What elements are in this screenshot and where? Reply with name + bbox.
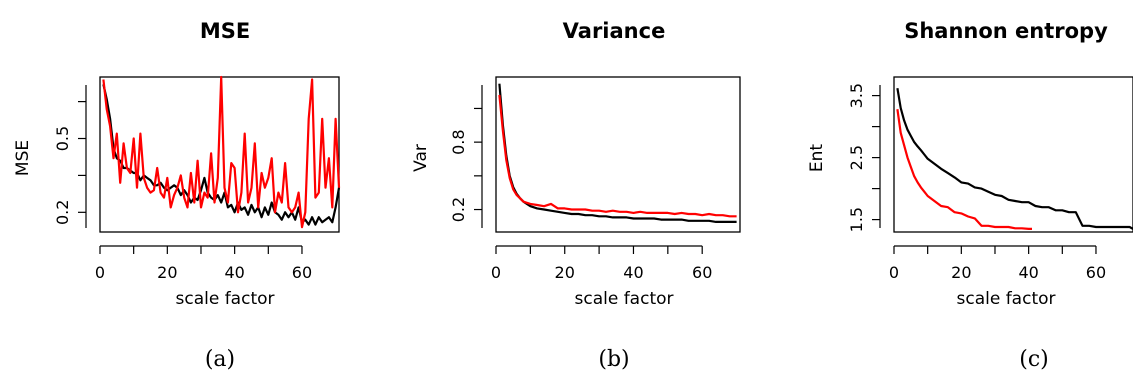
panel-label-a: (a) [205, 347, 235, 372]
x-tick-label: 20 [555, 263, 575, 282]
chart-panel-variance: Variance Var scale factor (b) 0 20 40 60 0.2… [411, 19, 741, 372]
x-tick-label: 0 [889, 263, 899, 282]
chart-title-mse: MSE [200, 19, 250, 43]
chart-title-variance: Variance [563, 19, 666, 43]
y-tick-label: 0.2 [449, 197, 468, 222]
y-axis-label-mse: MSE [13, 140, 33, 176]
x-tick-label: 60 [692, 263, 712, 282]
y-axis-label-entropy: Ent [807, 144, 827, 173]
chart-panel-entropy: Shannon entropy Ent scale factor (c) 0 20… [807, 19, 1133, 372]
plot-area-variance: 0 20 40 60 0.2 0.8 [449, 83, 737, 282]
plot-frame-entropy [893, 76, 1133, 233]
series-line-red [896, 109, 1032, 230]
x-tick-label: 0 [95, 263, 105, 282]
chart-panel-mse: MSE MSE scale factor (a) 0 20 40 60 0.2 0.5 [13, 19, 341, 372]
x-axis-label-variance: scale factor [574, 289, 673, 309]
x-tick-label: 20 [157, 263, 177, 282]
series-line-black [896, 88, 1133, 230]
panel-label-b: (b) [598, 347, 629, 372]
x-tick-label: 0 [491, 263, 501, 282]
x-tick-label: 40 [623, 263, 643, 282]
y-tick-label: 2.5 [847, 145, 866, 170]
y-tick-label: 0.2 [53, 200, 72, 225]
y-axis-label-variance: Var [411, 144, 431, 172]
series-line-red [498, 94, 737, 218]
x-tick-label: 40 [1018, 263, 1038, 282]
x-axis-label-entropy: scale factor [956, 289, 1055, 309]
plot-frame-mse [99, 76, 340, 233]
x-axis-label-mse: scale factor [175, 289, 274, 309]
y-tick-label: 0.5 [53, 126, 72, 151]
y-tick-label: 3.5 [847, 83, 866, 108]
plot-frame-variance [495, 76, 741, 233]
x-tick-label: 20 [951, 263, 971, 282]
y-tick-label: 0.8 [449, 129, 468, 154]
plot-area-mse: 0 20 40 60 0.2 0.5 [53, 75, 341, 282]
x-tick-label: 40 [224, 263, 244, 282]
chart-title-entropy: Shannon entropy [904, 19, 1108, 43]
x-tick-label: 60 [292, 263, 312, 282]
x-tick-label: 60 [1086, 263, 1106, 282]
panel-label-c: (c) [1019, 347, 1049, 372]
y-tick-label: 1.5 [847, 207, 866, 232]
plot-area-entropy: 0 20 40 60 1.5 2.5 3.5 [847, 83, 1133, 282]
series-line-red [102, 75, 341, 229]
series-line-black [498, 83, 737, 223]
